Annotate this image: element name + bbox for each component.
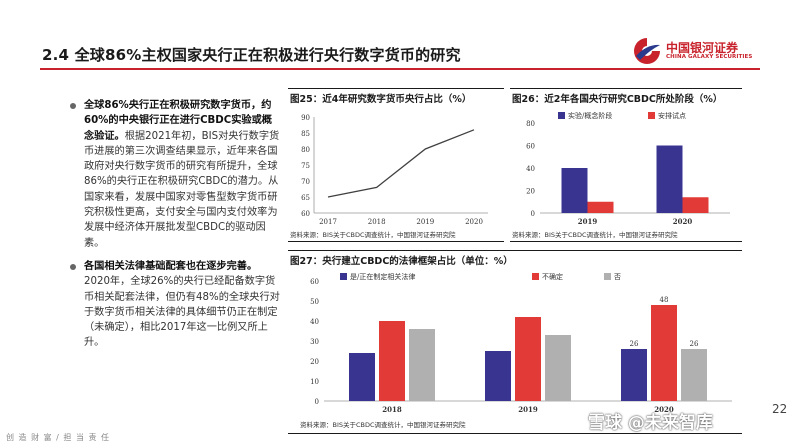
- bar: [681, 349, 707, 401]
- bar: [379, 321, 405, 401]
- chart27-source: 资料来源：BIS关于CBDC调查统计，中国银河证券研究院: [300, 421, 466, 429]
- chart27-title: 图27：央行建立CBDC的法律框架占比（单位：%）: [290, 256, 513, 267]
- y-tick-label: 10: [310, 378, 319, 386]
- legend-swatch: [648, 112, 655, 119]
- bullet-dot-icon: [70, 103, 76, 109]
- legend-label: 实验/概念阶段: [568, 111, 612, 120]
- chart26-bar-chart: 0 20 40 60 80 2019 2020 实验/概念阶段 安排试点: [526, 111, 730, 226]
- y-tick-label: 0: [531, 210, 535, 218]
- bar: [349, 353, 375, 401]
- bullet-heading: 全球86%央行正在积极研究数字货币，约60%的中央银行正在进行CBDC实验或概念…: [84, 100, 272, 142]
- chart25-title: 图25：近4年研究数字货币央行占比（%）: [290, 94, 472, 105]
- x-tick-label: 2020: [465, 218, 483, 226]
- y-tick-label: 80: [526, 120, 535, 128]
- bullet-heading: 各国相关法律基础配套也在逐步完善。: [84, 260, 258, 272]
- y-tick-label: 90: [301, 114, 310, 122]
- x-tick-label: 2019: [518, 405, 538, 414]
- legend-label: 否: [614, 273, 621, 281]
- bullet-list: 全球86%央行正在积极研究数字货币，约60%的中央银行正在进行CBDC实验或概念…: [70, 98, 280, 359]
- logo-english-name: CHINA GALAXY SECURITIES: [666, 54, 753, 60]
- y-tick-label: 20: [526, 188, 535, 196]
- bar: [561, 168, 588, 213]
- chart25-panel: 图25：近4年研究数字货币央行占比（%） 60 65 70 75 80 85 90 2017 2…: [288, 88, 504, 242]
- bar: [587, 201, 614, 213]
- bar: [651, 305, 677, 401]
- bar: [409, 329, 435, 401]
- x-tick-label: 2017: [319, 218, 337, 226]
- footer-slogan: 创 造 财 富 / 担 当 责 任: [6, 433, 111, 442]
- data-label: 26: [630, 340, 639, 348]
- legend-swatch: [340, 273, 347, 280]
- chart25-source: 资料来源：BIS关于CBDC调查统计，中国银河证券研究院: [290, 231, 456, 239]
- y-tick-label: 20: [310, 358, 319, 366]
- y-tick-label: 80: [301, 146, 310, 154]
- company-logo: 中国银河证券 CHINA GALAXY SECURITIES: [632, 36, 782, 66]
- legend-swatch: [558, 112, 565, 119]
- legend-swatch: [604, 273, 611, 280]
- bullet-dot-icon: [70, 263, 76, 270]
- title-underline: [40, 68, 760, 70]
- data-label: 48: [660, 296, 669, 304]
- logo-chinese-name: 中国银河证券: [666, 41, 739, 55]
- bullet-item: 各国相关法律基础配套也在逐步完善。 2020年，全球26%的央行已经配备数字货币相…: [70, 259, 280, 351]
- y-tick-label: 50: [310, 298, 319, 306]
- bullet-text: 根据2021年初，BIS对央行数字货币进展的第三次调查结果显示，近年来各国政府对…: [84, 130, 280, 249]
- x-tick-label: 2020: [673, 217, 693, 226]
- page-title: 2.4 全球86%主权国家央行正在积极进行央行数字货币的研究: [42, 46, 461, 64]
- chart27-bar-chart: 0 10 20 30 40 50 60 2018 2019 26 48 26 2020 是/正在制定相关法…: [310, 272, 732, 414]
- legend-label: 安排试点: [658, 111, 686, 120]
- chart27-panel: 图27：央行建立CBDC的法律框架占比（单位：%） 0 10 20 30 40 50 60 2…: [288, 250, 742, 434]
- x-tick-label: 2018: [368, 218, 386, 226]
- y-tick-label: 65: [301, 194, 310, 202]
- galaxy-logo-icon: [634, 38, 660, 64]
- data-line: [327, 129, 475, 198]
- y-tick-label: 85: [301, 130, 310, 138]
- y-tick-label: 75: [301, 162, 310, 170]
- page-header: 2.4 全球86%主权国家央行正在积极进行央行数字货币的研究 中国银河证券 CH…: [0, 0, 800, 70]
- bar: [545, 335, 571, 401]
- bar: [515, 317, 541, 401]
- y-tick-label: 60: [310, 278, 319, 286]
- y-tick-label: 60: [526, 143, 535, 151]
- y-tick-label: 40: [310, 318, 319, 326]
- chart25-line-chart: 60 65 70 75 80 85 90 2017 2018 2019 2020: [301, 114, 488, 226]
- legend-label: 不确定: [542, 272, 563, 281]
- chart26-panel: 图26：近2年各国央行研究CBDC所处阶段（%） 0 20 40 60 80 2019 20…: [510, 88, 742, 242]
- x-tick-label: 2019: [416, 218, 434, 226]
- y-tick-label: 60: [301, 210, 310, 218]
- bullet-text: 2020年，全球26%的央行已经配备数字货币相关配套法律，但仍有48%的全球央行…: [84, 276, 280, 349]
- bar: [656, 145, 683, 213]
- y-tick-label: 0: [315, 398, 319, 406]
- y-tick-label: 30: [310, 338, 319, 346]
- legend-swatch: [532, 273, 539, 280]
- legend-label: 是/正在制定相关法律: [350, 272, 415, 281]
- data-label: 26: [690, 340, 699, 348]
- y-tick-label: 70: [301, 178, 310, 186]
- watermark-text: 雪球 @未来智库: [588, 413, 713, 433]
- bar: [485, 351, 511, 401]
- bar: [682, 197, 709, 213]
- x-tick-label: 2018: [382, 405, 402, 414]
- chart26-source: 资料来源：BIS关于CBDC调查统计，中国银河证券研究院: [512, 231, 678, 239]
- bullet-item: 全球86%央行正在积极研究数字货币，约60%的中央银行正在进行CBDC实验或概念…: [70, 98, 280, 251]
- y-tick-label: 40: [526, 165, 535, 173]
- bar: [621, 349, 647, 401]
- page-number: 22: [772, 402, 788, 416]
- chart26-title: 图26：近2年各国央行研究CBDC所处阶段（%）: [512, 94, 723, 105]
- x-tick-label: 2019: [578, 217, 598, 226]
- x-tick-label: 2020: [654, 405, 674, 414]
